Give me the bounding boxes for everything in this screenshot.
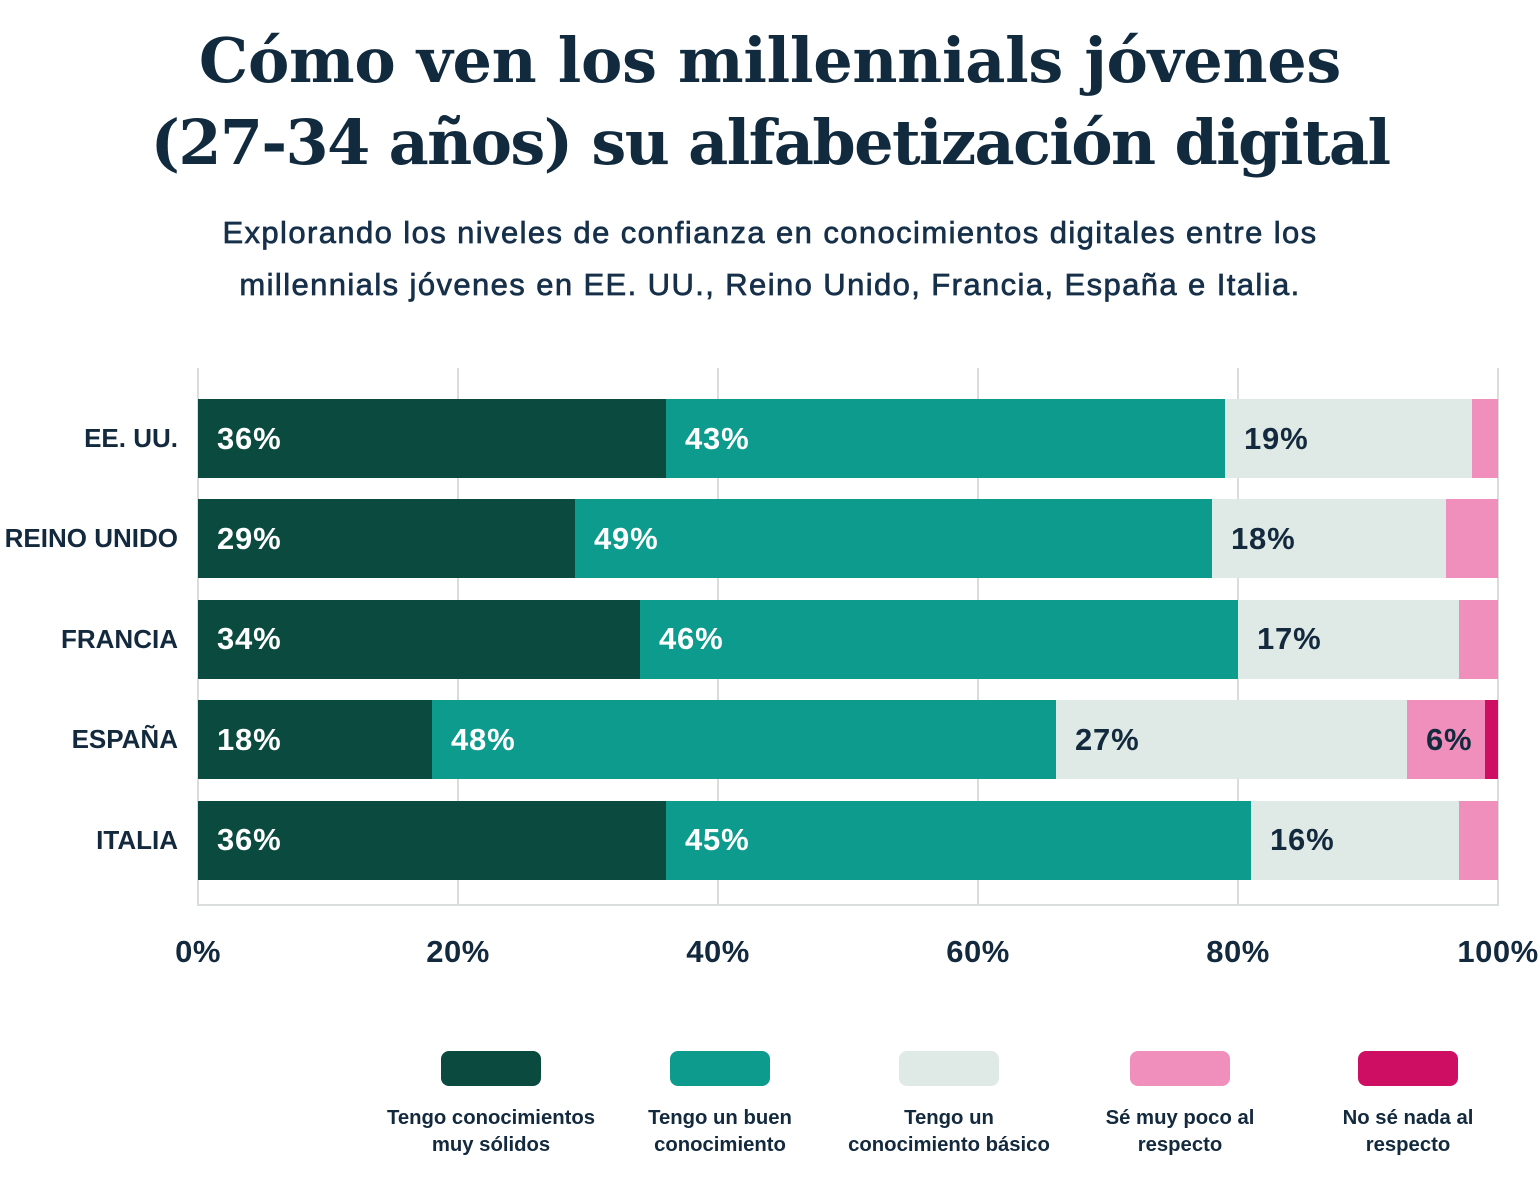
legend-label: Tengo un buen conocimiento bbox=[648, 1105, 792, 1158]
bar-row: 18% 48% 27% 6% bbox=[198, 700, 1498, 780]
bar-value-label: 17% bbox=[1257, 621, 1322, 657]
bar-value-label: 49% bbox=[594, 520, 659, 556]
legend-item: Tengo conocimientos muy sólidos bbox=[371, 1051, 611, 1158]
axis-tick-label: 40% bbox=[686, 934, 750, 969]
legend-label-line2: muy sólidos bbox=[431, 1133, 551, 1156]
bar-value-label: 48% bbox=[451, 721, 516, 757]
bar-value-label: 19% bbox=[1244, 420, 1309, 456]
bar-segment: 43% bbox=[666, 399, 1225, 478]
legend-swatch bbox=[899, 1051, 999, 1086]
legend-label: Sé muy poco al respecto bbox=[1106, 1105, 1255, 1158]
legend-label: Tengo un conocimiento básico bbox=[848, 1105, 1050, 1158]
bar-segment: 49% bbox=[575, 499, 1212, 579]
bar-segment: 19% bbox=[1225, 399, 1472, 478]
page-title-line1: Cómo ven los millennials jóvenes bbox=[198, 24, 1342, 97]
legend-label-line1: Tengo un bbox=[904, 1107, 994, 1129]
legend-label: Tengo conocimientos muy sólidos bbox=[387, 1105, 595, 1158]
page-subtitle-line2: millennials jóvenes en EE. UU., Reino Un… bbox=[239, 267, 1301, 303]
gridline bbox=[1497, 368, 1499, 906]
bar-value-label: 43% bbox=[685, 420, 750, 456]
bar-segment bbox=[1459, 800, 1498, 880]
bar-segment: 34% bbox=[198, 599, 640, 679]
bar-segment: 36% bbox=[198, 399, 666, 478]
bar-row: 36% 45% 16% bbox=[198, 800, 1498, 880]
bar-value-label: 46% bbox=[659, 621, 724, 657]
bar-segment bbox=[1446, 499, 1498, 579]
legend-label: No sé nada al respecto bbox=[1343, 1105, 1474, 1158]
bar-row: 34% 46% 17% bbox=[198, 599, 1498, 679]
bar-segment: 18% bbox=[1212, 499, 1446, 579]
page-title: Cómo ven los millennials jóvenes (27-34 … bbox=[0, 20, 1540, 184]
bar-segment: 36% bbox=[198, 800, 666, 880]
legend-label-line2: conocimiento bbox=[654, 1133, 786, 1156]
bar-value-label: 29% bbox=[217, 520, 282, 556]
bar-value-label: 27% bbox=[1075, 721, 1140, 757]
page-subtitle: Explorando los niveles de confianza en c… bbox=[0, 207, 1540, 311]
axis-tick-label: 20% bbox=[426, 934, 490, 969]
legend-item: Tengo un buen conocimiento bbox=[600, 1051, 840, 1158]
bar-segment: 16% bbox=[1251, 800, 1459, 880]
category-label: FRANCIA bbox=[61, 623, 178, 654]
bar-segment bbox=[1485, 700, 1498, 780]
legend-swatch bbox=[1130, 1051, 1230, 1086]
bar-segment: 29% bbox=[198, 499, 575, 579]
axis-tick-label: 60% bbox=[946, 934, 1010, 969]
bar-segment: 48% bbox=[432, 700, 1056, 780]
bar-row: 29% 49% 18% bbox=[198, 499, 1498, 579]
category-label: EE. UU. bbox=[84, 423, 178, 453]
bar-value-label: 36% bbox=[217, 822, 282, 858]
category-label: REINO UNIDO bbox=[4, 523, 178, 554]
legend-label-line1: No sé nada al bbox=[1342, 1107, 1474, 1129]
legend-swatch bbox=[441, 1051, 541, 1086]
axis-tick-label: 100% bbox=[1457, 934, 1539, 969]
legend-label-line2: conocimiento básico bbox=[848, 1133, 1050, 1156]
legend-label-line1: Tengo un buen bbox=[648, 1107, 792, 1129]
axis-tick-label: 0% bbox=[175, 934, 221, 969]
x-axis-line bbox=[197, 904, 1499, 906]
bar-segment: 17% bbox=[1238, 599, 1459, 679]
bar-value-label: 45% bbox=[685, 822, 750, 858]
legend-label-line1: Tengo conocimientos bbox=[386, 1107, 596, 1129]
bar-segment: 6% bbox=[1407, 700, 1485, 780]
bar-segment: 18% bbox=[198, 700, 432, 780]
page-subtitle-line1: Explorando los niveles de confianza en c… bbox=[222, 215, 1318, 251]
bar-row: 36% 43% 19% bbox=[198, 399, 1498, 478]
bar-segment: 27% bbox=[1056, 700, 1407, 780]
bar-segment: 45% bbox=[666, 800, 1251, 880]
bar-value-label: 6% bbox=[1426, 721, 1473, 757]
axis-tick-label: 80% bbox=[1206, 934, 1270, 969]
legend-item: Tengo un conocimiento básico bbox=[829, 1051, 1069, 1158]
legend-label-line2: respecto bbox=[1365, 1133, 1451, 1156]
legend-label-line2: respecto bbox=[1137, 1133, 1223, 1156]
bar-value-label: 36% bbox=[217, 420, 282, 456]
legend-item: Sé muy poco al respecto bbox=[1060, 1051, 1300, 1158]
bar-segment bbox=[1472, 399, 1498, 478]
bar-value-label: 34% bbox=[217, 621, 282, 657]
bar-value-label: 18% bbox=[1231, 520, 1296, 556]
page-title-line2: (27-34 años) su alfabetización digital bbox=[150, 106, 1391, 179]
bar-value-label: 16% bbox=[1270, 822, 1335, 858]
category-label: ITALIA bbox=[96, 824, 178, 855]
bar-segment bbox=[1459, 599, 1498, 679]
legend-label-line1: Sé muy poco al bbox=[1105, 1107, 1255, 1129]
category-label: ESPAÑA bbox=[71, 724, 178, 755]
legend-swatch bbox=[1358, 1051, 1458, 1086]
legend-swatch bbox=[670, 1051, 770, 1086]
bar-value-label: 18% bbox=[217, 721, 282, 757]
bar-segment: 46% bbox=[640, 599, 1238, 679]
legend-item: No sé nada al respecto bbox=[1288, 1051, 1528, 1158]
